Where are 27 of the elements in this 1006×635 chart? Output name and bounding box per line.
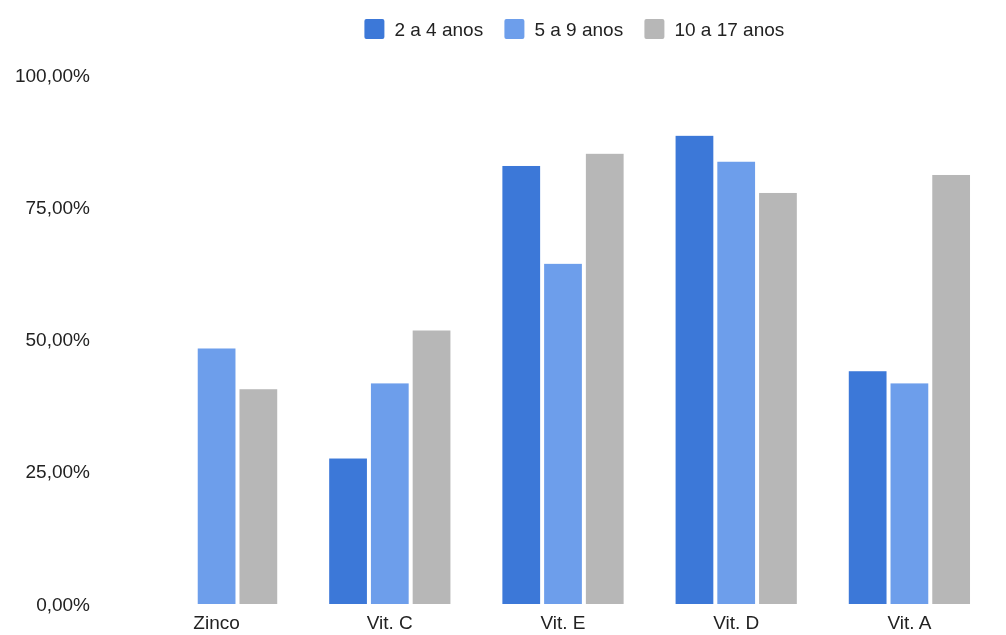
y-tick-label: 100,00%: [14, 64, 91, 86]
bar: [544, 263, 582, 604]
bar: [412, 330, 451, 604]
bar: [197, 348, 236, 604]
x-tick-label: Vit. A: [887, 612, 932, 633]
y-tick-label: 25,00%: [25, 461, 91, 483]
legend-label: 10 a 17 anos: [674, 18, 785, 40]
bar: [848, 371, 887, 604]
x-tick-label: Zinco: [193, 612, 240, 633]
bar: [759, 192, 797, 604]
bar: [370, 383, 409, 604]
bar: [502, 165, 541, 604]
bar: [932, 174, 971, 604]
x-tick-label: Vit. D: [713, 612, 760, 633]
y-tick-label: 50,00%: [25, 329, 91, 351]
bar: [717, 161, 756, 604]
x-tick-label: Vit. E: [540, 612, 586, 633]
legend-label: 5 a 9 anos: [534, 18, 624, 40]
bar: [675, 135, 714, 604]
y-tick-label: 0,00%: [36, 593, 91, 615]
bar: [329, 458, 367, 604]
bar: [239, 389, 278, 604]
bar: [890, 383, 929, 604]
y-tick-label: 75,00%: [25, 196, 91, 218]
x-tick-label: Vit. C: [366, 612, 413, 633]
legend-label: 2 a 4 anos: [394, 18, 484, 40]
bar: [585, 153, 624, 604]
